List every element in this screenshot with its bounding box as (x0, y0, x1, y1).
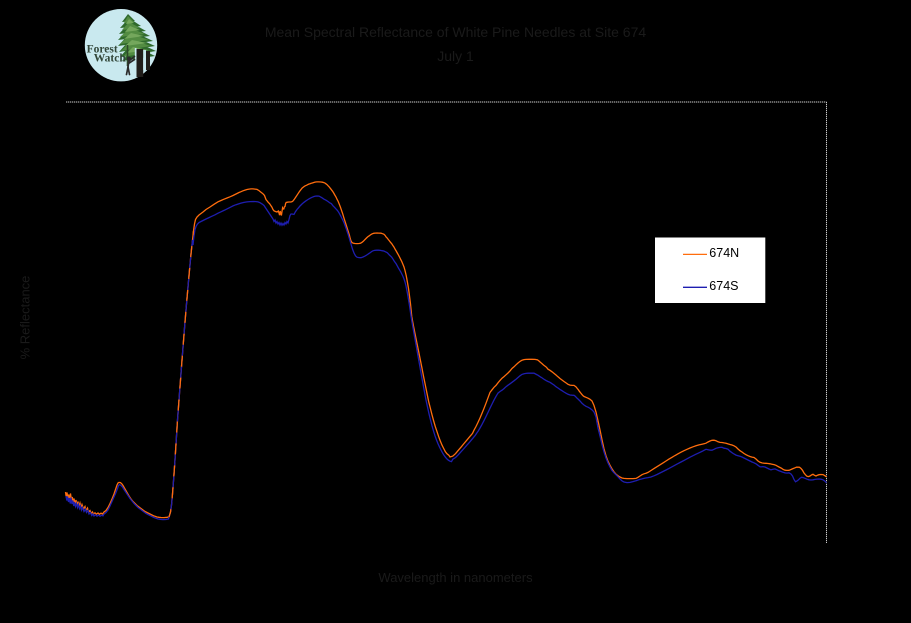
svg-text:674S: 674S (709, 279, 738, 293)
svg-text:Forest: Forest (87, 44, 118, 56)
svg-text:674N: 674N (709, 246, 739, 260)
svg-text:Watch: Watch (94, 52, 127, 64)
